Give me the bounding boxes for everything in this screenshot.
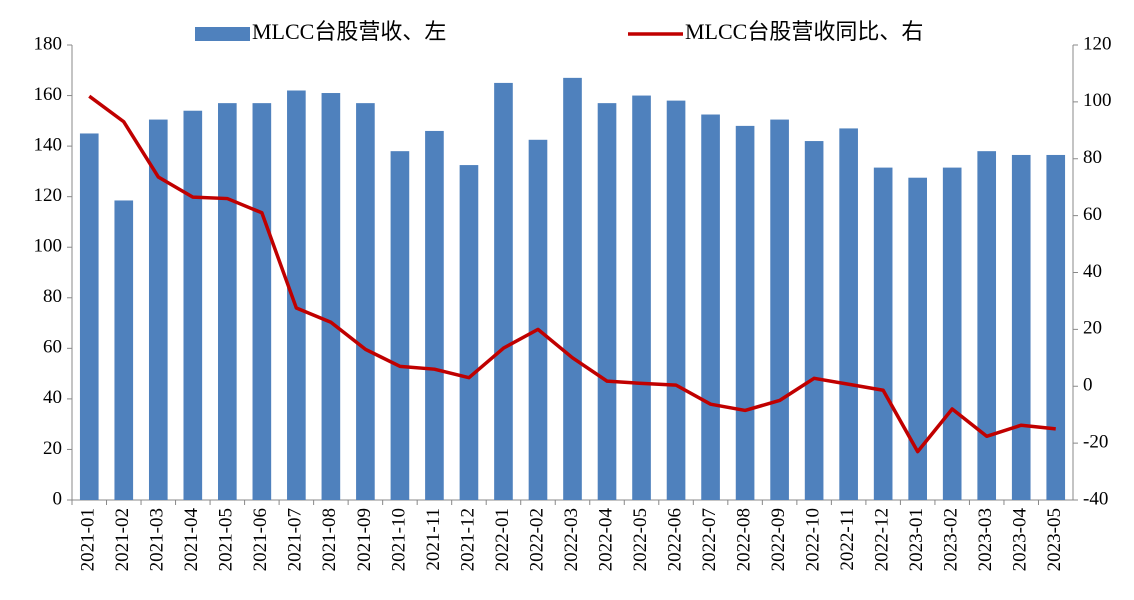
y2-tick-label: 40 xyxy=(1083,261,1102,282)
bar xyxy=(390,151,410,500)
bar xyxy=(735,125,755,500)
x-tick-label: 2021-11 xyxy=(423,508,444,571)
x-tick-label: 2021-01 xyxy=(78,508,99,571)
x-tick-label: 2021-10 xyxy=(388,508,409,571)
y2-tick-label: 100 xyxy=(1083,90,1112,111)
bar xyxy=(183,110,203,500)
x-tick-label: 2023-02 xyxy=(941,508,962,571)
y-tick-label: 140 xyxy=(34,134,63,155)
x-tick-label: 2023-01 xyxy=(906,508,927,571)
bar xyxy=(287,90,306,500)
bar xyxy=(804,141,824,501)
bar xyxy=(79,133,99,500)
y2-tick-label: 80 xyxy=(1083,147,1102,168)
bar xyxy=(459,165,479,500)
x-tick-label: 2021-06 xyxy=(250,508,271,571)
y-tick-label: 0 xyxy=(53,488,63,509)
y2-tick-label: 20 xyxy=(1083,318,1102,339)
x-tick-label: 2021-12 xyxy=(457,508,478,571)
bar xyxy=(701,114,720,500)
bar xyxy=(908,177,927,501)
y2-tick-label: 0 xyxy=(1083,375,1093,396)
x-tick-label: 2022-06 xyxy=(664,508,685,571)
bar xyxy=(597,103,617,500)
x-tick-label: 2021-05 xyxy=(216,508,237,571)
bar xyxy=(839,128,858,500)
y2-tick-label: -20 xyxy=(1083,431,1108,452)
y-tick-label: 120 xyxy=(34,185,63,206)
x-tick-label: 2022-05 xyxy=(630,508,651,571)
bar xyxy=(218,103,237,500)
bar xyxy=(942,167,962,500)
bar xyxy=(114,200,134,501)
y-tick-label: 60 xyxy=(43,337,62,358)
y-tick-label: 80 xyxy=(43,286,62,307)
bar xyxy=(666,100,686,500)
x-tick-label: 2021-03 xyxy=(147,508,168,571)
x-tick-label: 2022-03 xyxy=(561,508,582,571)
bar xyxy=(1046,154,1066,501)
bar xyxy=(873,167,893,500)
y2-tick-label: 120 xyxy=(1083,33,1112,54)
x-tick-label: 2022-10 xyxy=(802,508,823,571)
x-tick-label: 2023-05 xyxy=(1044,508,1065,571)
x-tick-label: 2023-04 xyxy=(1010,508,1031,572)
y-tick-label: 100 xyxy=(34,236,63,257)
x-tick-label: 2021-09 xyxy=(354,508,375,571)
x-tick-label: 2022-09 xyxy=(768,508,789,571)
line xyxy=(88,94,1056,454)
x-tick-label: 2022-07 xyxy=(699,508,720,571)
x-tick-label: 2021-08 xyxy=(319,508,340,571)
y-tick-label: 20 xyxy=(43,438,62,459)
x-tick-label: 2022-04 xyxy=(595,508,616,572)
bar xyxy=(148,119,168,500)
bar xyxy=(1011,154,1031,501)
legend-swatch xyxy=(195,27,250,41)
y2-tick-label: 60 xyxy=(1083,204,1102,225)
x-tick-label: 2022-08 xyxy=(733,508,754,571)
legend-label: MLCC台股营收、左 xyxy=(252,19,446,44)
x-tick-label: 2021-02 xyxy=(112,508,133,571)
bar xyxy=(321,93,341,501)
bar xyxy=(770,119,789,500)
x-tick-label: 2023-03 xyxy=(975,508,996,571)
bar xyxy=(252,103,272,500)
bar xyxy=(977,151,997,500)
x-tick-label: 2022-02 xyxy=(526,508,547,571)
y-tick-label: 180 xyxy=(34,33,63,54)
y-tick-label: 160 xyxy=(34,84,63,105)
x-tick-label: 2021-07 xyxy=(285,508,306,571)
y-tick-label: 40 xyxy=(43,387,62,408)
bar xyxy=(356,103,375,500)
bar xyxy=(425,130,444,500)
x-tick-label: 2022-01 xyxy=(492,508,513,571)
x-tick-label: 2021-04 xyxy=(181,508,202,572)
bar xyxy=(563,77,582,500)
bar xyxy=(632,95,651,501)
y2-tick-label: -40 xyxy=(1083,488,1108,509)
bar xyxy=(494,82,513,501)
legend-label: MLCC台股营收同比、右 xyxy=(685,19,923,44)
x-tick-label: 2022-11 xyxy=(837,508,858,571)
x-tick-label: 2022-12 xyxy=(872,508,893,571)
bar xyxy=(528,139,548,500)
